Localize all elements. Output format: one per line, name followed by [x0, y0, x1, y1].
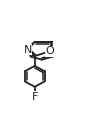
Text: F: F [32, 92, 38, 102]
Text: O: O [45, 46, 54, 56]
Text: N: N [23, 45, 32, 55]
